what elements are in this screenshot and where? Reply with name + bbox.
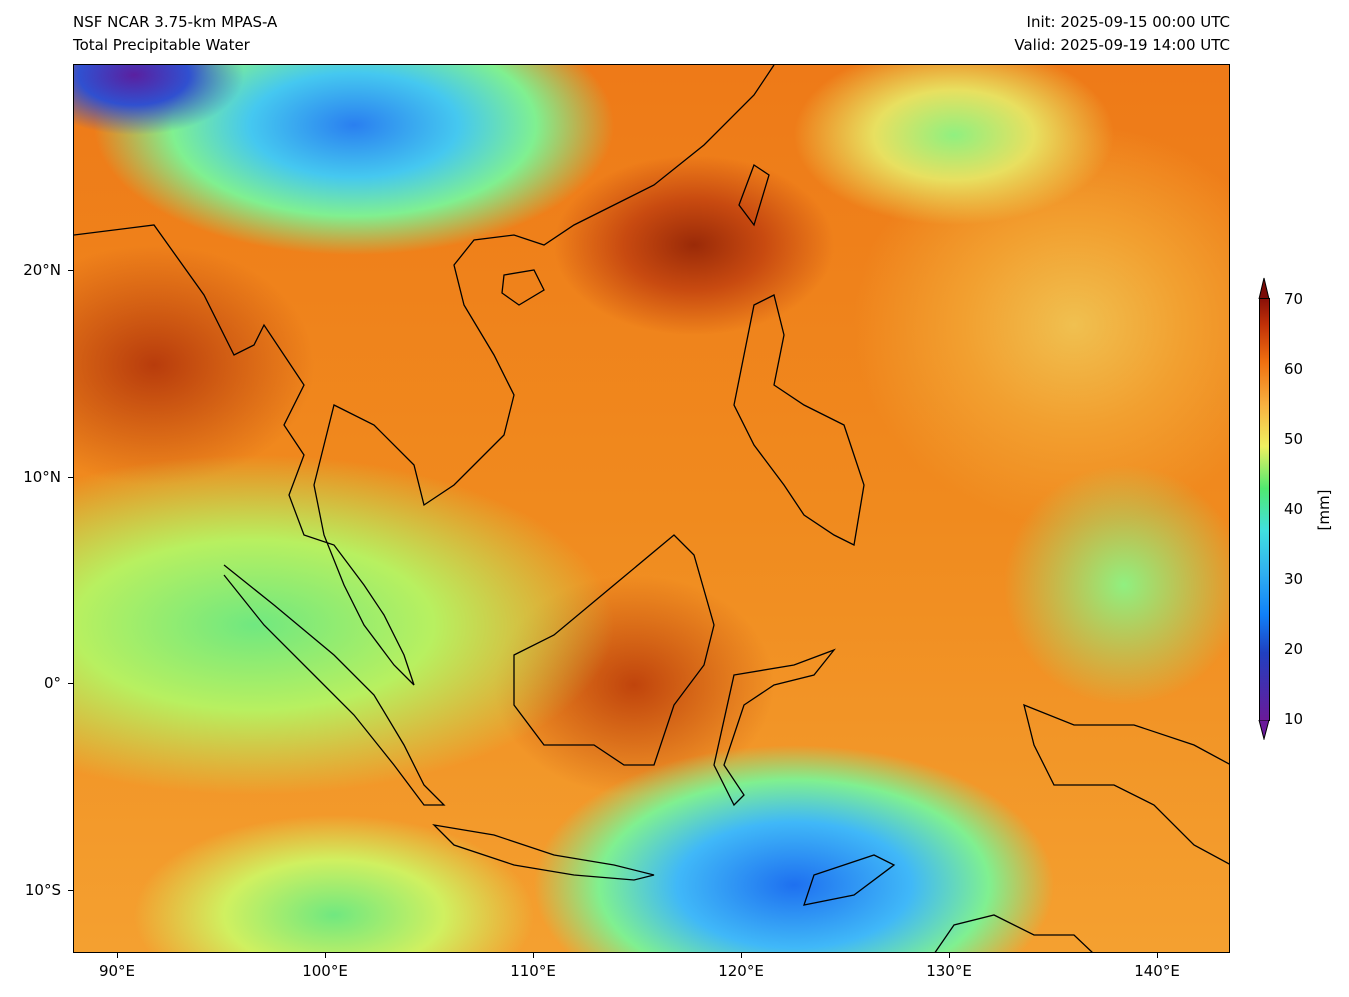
coast-philippines	[733, 294, 865, 546]
model-title: NSF NCAR 3.75-km MPAS-A	[73, 13, 278, 31]
field-title: Total Precipitable Water	[73, 36, 250, 54]
lon-label: 90°E	[98, 962, 136, 980]
colorbar-max-extend	[1258, 277, 1270, 299]
colorbar-unit-label: [mm]	[1315, 489, 1333, 531]
coast-sumatra	[223, 564, 446, 806]
lon-label: 130°E	[926, 962, 972, 980]
lat-label: 0°	[43, 674, 61, 692]
precipitable-water-map	[73, 64, 1230, 953]
coastlines	[74, 65, 1229, 952]
colorbar	[1259, 298, 1270, 721]
coast-taiwan	[738, 164, 770, 227]
lat-tick	[68, 683, 73, 684]
lat-tick	[68, 890, 73, 891]
coast-java	[432, 824, 655, 881]
lat-label: 20°N	[23, 261, 61, 279]
coast-new-guinea	[1023, 703, 1229, 865]
lat-label: 10°N	[23, 468, 61, 486]
colorbar-tick-label: 70	[1284, 290, 1304, 308]
lon-label: 140°E	[1134, 962, 1180, 980]
coast-borneo	[513, 534, 715, 766]
coast-indochina	[74, 65, 775, 686]
coast-hainan	[501, 269, 545, 306]
lon-tick	[117, 953, 118, 958]
colorbar-tick-label: 20	[1284, 640, 1304, 658]
lon-label: 120°E	[718, 962, 764, 980]
colorbar-tick-label: 10	[1284, 710, 1304, 728]
lon-tick	[325, 953, 326, 958]
coast-sulawesi	[713, 648, 836, 807]
lon-tick	[741, 953, 742, 958]
colorbar-tick-label: 50	[1284, 430, 1304, 448]
valid-time: Valid: 2025-09-19 14:00 UTC	[1014, 36, 1230, 54]
colorbar-tick-label: 40	[1284, 500, 1304, 518]
lon-label: 100°E	[302, 962, 348, 980]
colorbar-min-extend	[1258, 720, 1270, 740]
lon-tick	[1157, 953, 1158, 958]
lon-label: 110°E	[510, 962, 556, 980]
coast-australia	[934, 914, 1093, 952]
coast-timor	[803, 854, 896, 906]
init-time: Init: 2025-09-15 00:00 UTC	[1026, 13, 1230, 31]
colorbar-tick-label: 60	[1284, 360, 1304, 378]
lon-tick	[949, 953, 950, 958]
colorbar-tick-label: 30	[1284, 570, 1304, 588]
lon-tick	[533, 953, 534, 958]
lat-tick	[68, 477, 73, 478]
lat-label: 10°S	[24, 881, 61, 899]
lat-tick	[68, 270, 73, 271]
